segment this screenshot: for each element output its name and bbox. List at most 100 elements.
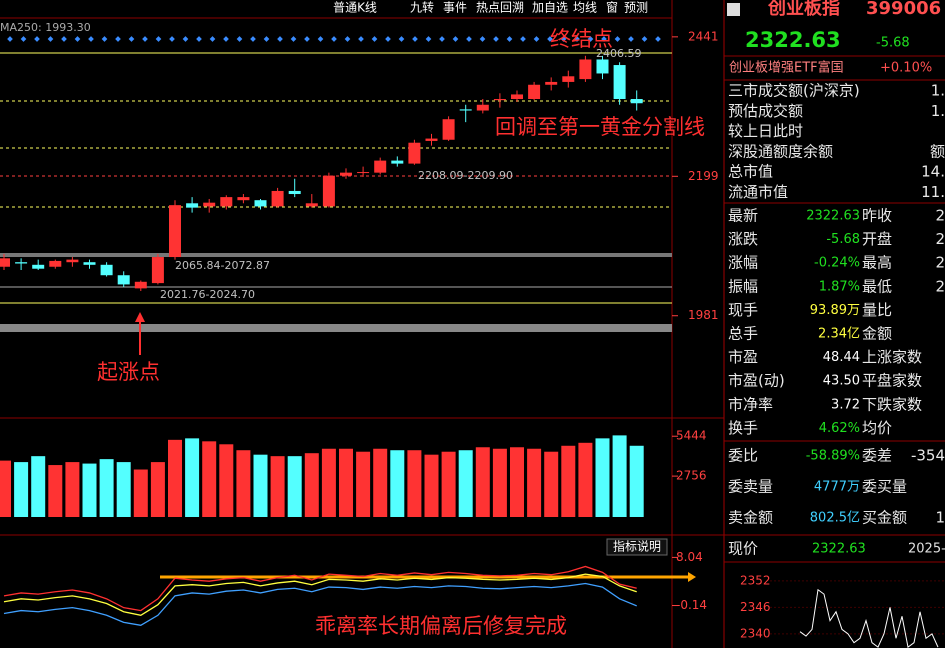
quote-cell: 委买量	[862, 478, 907, 496]
button-frame	[606, 538, 668, 556]
toolbar-button[interactable]: 九转	[410, 0, 434, 15]
signal-dot	[317, 36, 324, 42]
info-text: 额	[930, 142, 945, 160]
candle-body	[596, 59, 609, 74]
volume-bar	[510, 447, 524, 517]
volume-bar	[82, 463, 97, 517]
candle-body	[476, 104, 489, 111]
candle-body	[186, 203, 199, 208]
signal-dot	[209, 36, 216, 42]
info-text: 1.	[931, 102, 945, 120]
info-text: 11.	[921, 183, 945, 201]
signal-dot	[358, 36, 364, 42]
quote-cell: 802.5亿	[810, 511, 860, 526]
signal-dot	[412, 36, 418, 42]
toolbar-button[interactable]: 窗	[606, 1, 618, 15]
annotation: 终结点	[550, 27, 613, 51]
toolbar-button[interactable]: 热点回溯	[476, 0, 524, 15]
signal-dot	[547, 36, 553, 42]
quote-cell: -0.24%	[814, 256, 860, 271]
toolbar-button[interactable]: 事件	[443, 1, 467, 15]
signal-dot	[479, 36, 486, 42]
quote-cell: 涨跌	[728, 230, 758, 248]
volume-bar	[321, 448, 336, 517]
volume-bar	[219, 444, 234, 517]
signal-dot	[263, 36, 270, 42]
volume-bar	[492, 448, 507, 517]
back-icon[interactable]	[727, 3, 740, 16]
candle-body	[357, 172, 370, 174]
candle-body	[203, 202, 216, 207]
toolbar-button[interactable]: 预测	[624, 1, 648, 15]
quote-cell: 93.89万	[810, 303, 860, 318]
y-tick-label: 5444	[676, 429, 707, 443]
signal-dot	[385, 36, 391, 42]
signal-dot	[101, 36, 108, 42]
candle-body	[391, 160, 404, 164]
candle-body	[442, 119, 455, 140]
signal-dot	[115, 36, 121, 42]
candle-body	[169, 205, 181, 258]
indicator-button[interactable]: 指标说明	[613, 539, 661, 554]
signal-dot	[344, 36, 351, 42]
signal-dot	[439, 36, 445, 42]
candle-body	[100, 264, 113, 276]
quote-cell: 市盈(动)	[728, 372, 785, 390]
quote-cell: 2.34亿	[818, 327, 860, 342]
quote-cell: 委卖量	[728, 478, 773, 496]
candle-body	[511, 94, 523, 100]
candle-body	[459, 109, 472, 111]
quote-cell: 卖金额	[728, 509, 773, 527]
volume-bar	[595, 438, 610, 517]
volume-bar	[236, 450, 251, 517]
quote-cell: 4.62%	[819, 421, 860, 436]
quote-cell: 2	[935, 207, 945, 225]
footer-text: 2322.63	[812, 542, 866, 557]
annotation: 回调至第一黄金分割线	[495, 115, 705, 139]
annotation: 2406.59	[596, 47, 642, 60]
candle-body	[493, 99, 506, 101]
signal-dot	[304, 36, 310, 42]
volume-bar	[407, 450, 422, 517]
quote-cell: 振幅	[728, 277, 758, 295]
volume-bar	[527, 448, 542, 517]
volume-bar	[424, 454, 439, 517]
quote-cell: 1	[935, 509, 945, 527]
candle-body	[254, 200, 267, 207]
info-text: 总市值	[728, 163, 773, 181]
quote-cell: 2322.63	[806, 209, 860, 224]
info-text: 流通市值	[728, 183, 788, 201]
volume-bar	[304, 453, 319, 517]
signal-dot	[290, 36, 297, 42]
signal-dot	[371, 36, 378, 42]
candle-body	[528, 84, 541, 100]
candle-body	[83, 262, 96, 265]
candle-body	[66, 259, 79, 263]
quote-cell: 2	[935, 230, 945, 248]
volume-bar	[578, 442, 593, 517]
candle-body	[630, 99, 643, 104]
index-price: 2322.63	[745, 28, 841, 52]
indicator-line	[3, 582, 637, 626]
signal-dot	[74, 36, 81, 42]
candle-body	[237, 197, 250, 201]
annotation: 2065.84-2072.87	[175, 259, 270, 272]
y-tick-label: 2756	[676, 469, 707, 483]
candle-body	[545, 81, 558, 85]
volume-bar	[544, 451, 559, 517]
quote-cell: 1.87%	[819, 279, 860, 294]
candle-body	[340, 172, 352, 176]
quote-cell: 现手	[728, 301, 758, 319]
quote-cell: 量比	[862, 301, 892, 319]
candle-body	[562, 76, 575, 82]
signal-dot	[331, 36, 337, 42]
annotation: 2208.09-2209.90	[418, 169, 513, 182]
arrow-head	[135, 312, 145, 322]
toolbar-button[interactable]: 均线	[573, 1, 597, 15]
quote-cell: 委比	[728, 447, 758, 465]
toolbar-button[interactable]: 普通K线	[333, 1, 377, 15]
toolbar-button[interactable]: 加自选	[532, 1, 568, 15]
